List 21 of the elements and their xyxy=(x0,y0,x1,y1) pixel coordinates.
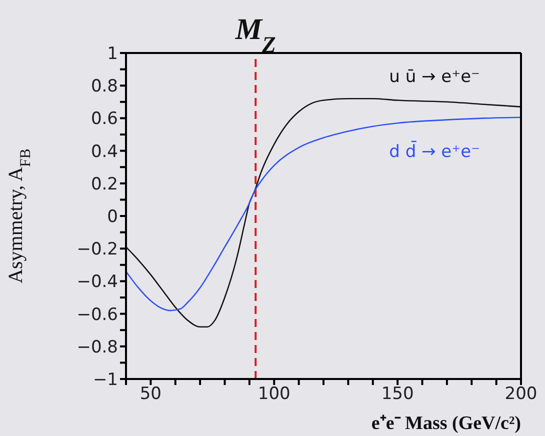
y-tick-label: −0.2 xyxy=(76,240,118,260)
y-tick-label: 0.2 xyxy=(90,174,118,194)
y-tick-label: −0.6 xyxy=(76,304,118,325)
line-series xyxy=(126,116,521,312)
x-tick-label: 200 xyxy=(504,384,538,404)
series-label: d d̄ → e⁺e⁻ xyxy=(389,140,480,162)
y-tick-label: 0 xyxy=(107,207,118,228)
x-tick-label: 150 xyxy=(381,384,414,404)
x-axis-title: e⁺e⁻ Mass (GeV/c²) xyxy=(371,413,521,434)
y-tick-label: 0.4 xyxy=(90,142,118,162)
y-tick-label: −0.8 xyxy=(76,337,118,358)
y-tick-label: −0.4 xyxy=(76,272,118,292)
y-tick-label: 1 xyxy=(107,44,118,64)
ref-line-label: M$_{Z}$ xyxy=(234,13,276,56)
x-tick-label: 50 xyxy=(140,384,162,404)
y-tick-label: 0.8 xyxy=(90,76,118,97)
y-tick-label: 0.6 xyxy=(90,109,118,130)
series-label: u ū → e⁺e⁻ xyxy=(389,66,480,87)
x-tick-label: 100 xyxy=(258,384,290,404)
y-tick-label: −1 xyxy=(92,370,118,390)
line-series xyxy=(126,98,521,328)
